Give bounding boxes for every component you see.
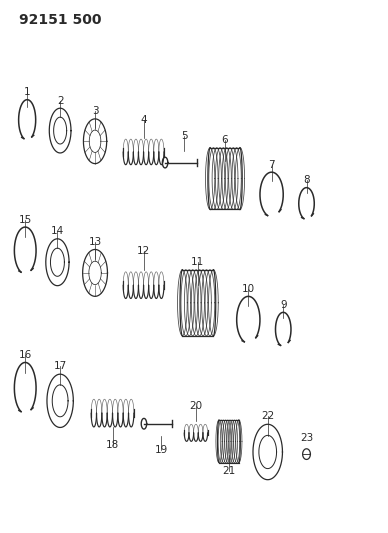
Text: 22: 22 xyxy=(261,411,274,421)
Text: 4: 4 xyxy=(140,115,147,125)
Text: 23: 23 xyxy=(300,433,313,443)
Text: 20: 20 xyxy=(189,401,203,411)
Text: 1: 1 xyxy=(24,87,31,97)
Text: 12: 12 xyxy=(137,246,150,255)
Text: 92151 500: 92151 500 xyxy=(19,13,102,27)
Text: 13: 13 xyxy=(88,237,102,247)
Text: 9: 9 xyxy=(280,300,287,310)
Text: 10: 10 xyxy=(242,284,255,294)
Text: 17: 17 xyxy=(54,361,67,371)
Text: 7: 7 xyxy=(268,160,275,169)
Text: 14: 14 xyxy=(51,227,64,236)
Text: 21: 21 xyxy=(222,466,236,475)
Text: 15: 15 xyxy=(19,215,32,224)
Text: 18: 18 xyxy=(106,440,119,450)
Text: 5: 5 xyxy=(181,131,188,141)
Text: 3: 3 xyxy=(92,107,99,116)
Text: 2: 2 xyxy=(57,96,64,106)
Text: 19: 19 xyxy=(154,446,168,455)
Text: 11: 11 xyxy=(191,257,204,267)
Text: 6: 6 xyxy=(222,135,229,145)
Text: 16: 16 xyxy=(19,350,32,360)
Text: 8: 8 xyxy=(303,175,310,185)
